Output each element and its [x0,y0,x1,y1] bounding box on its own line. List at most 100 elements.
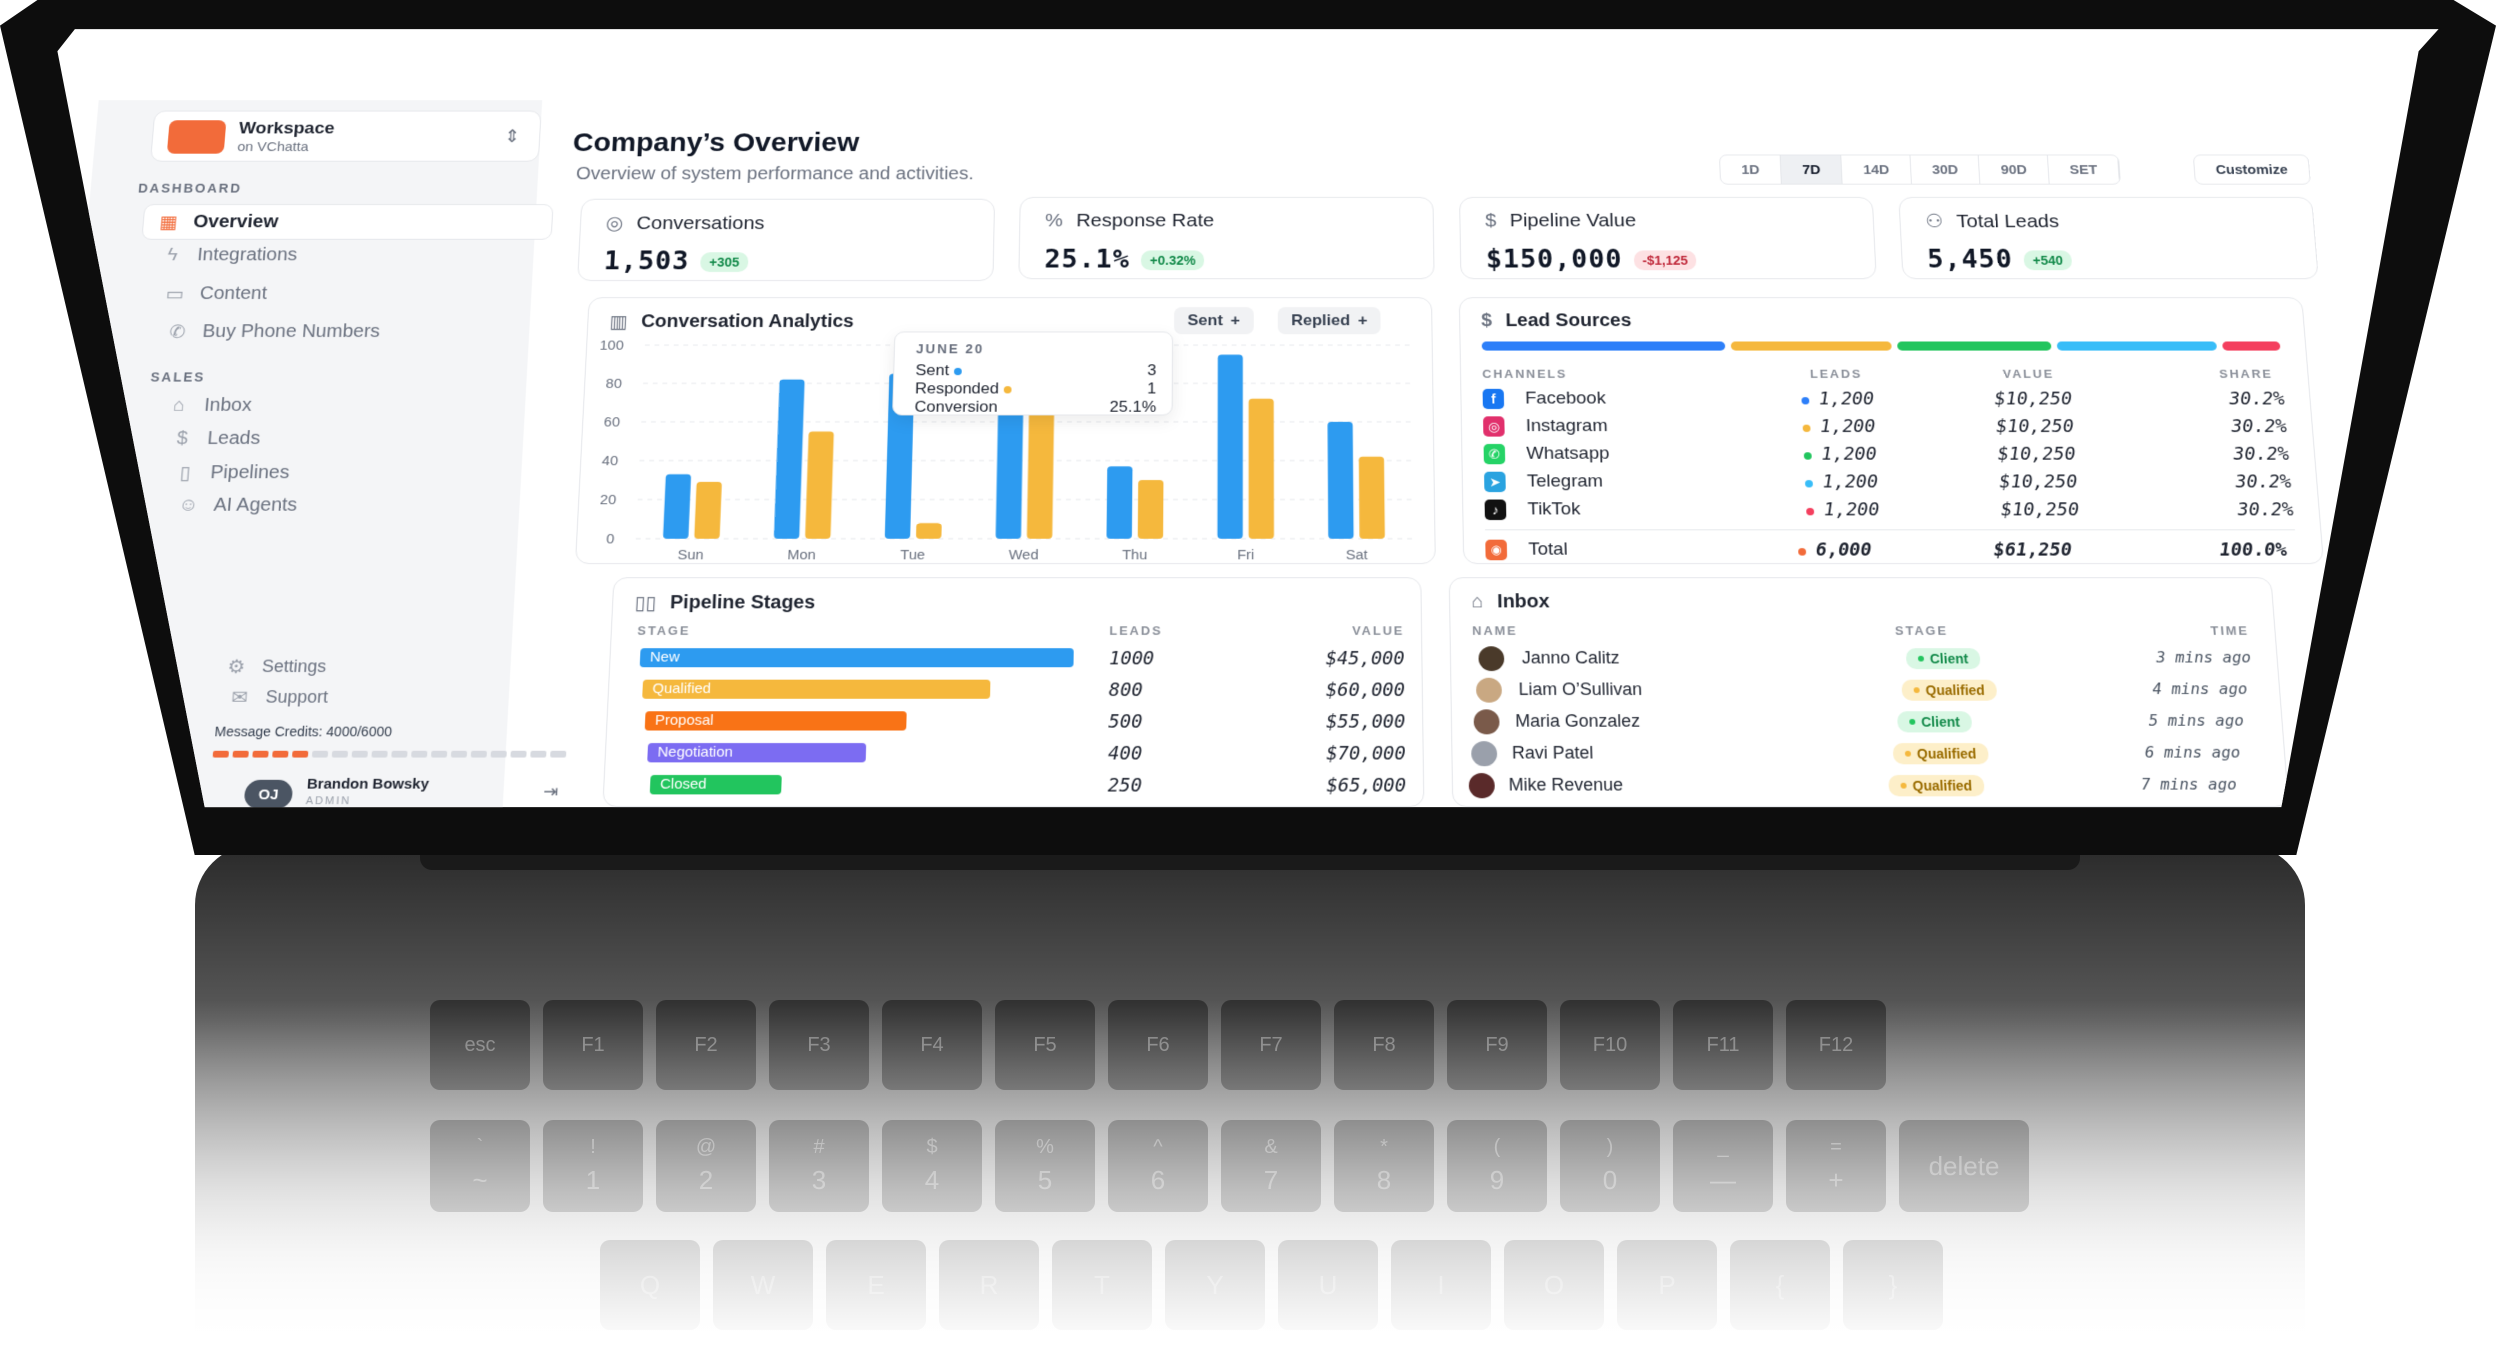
table-row[interactable]: ♪ TikTok 1,200 $10,250 30.2% [1484,496,2294,524]
list-item[interactable]: Mike Revenue Qualified 7 mins ago [1468,769,2272,801]
page-title: Company’s Overview [572,128,860,158]
contact-name: Ravi Patel [1511,743,1594,763]
share-cell: 30.2% [2234,471,2292,493]
sidebar-item-overview[interactable]: ▦ Overview [141,204,554,240]
channel-name: TikTok [1527,499,1581,520]
conversation-bar-chart: 0 20 40 60 80 100 Sun Mon Tue Wed Thu Fri Sat [599,338,1437,564]
leads-cell: 1,200 [1803,444,1877,464]
table-row[interactable]: f Facebook 1,200 $10,250 30.2% [1482,385,2285,412]
stage-bar: Closed [649,774,782,795]
bar-replied-thu[interactable] [1137,480,1164,539]
workspace-name: Workspace [238,119,336,138]
gear-icon: ⚙ [226,656,247,678]
table-row[interactable]: Proposal 500 $55,000 [632,706,1406,738]
kpi-value: 5,450 [1926,244,2014,274]
sidebar-item-inbox[interactable]: ⌂ Inbox [167,395,252,416]
list-item[interactable]: Ravi Patel Qualified 6 mins ago [1471,737,2269,769]
column-header: CHANNELS [1482,366,1568,381]
user-name: Brandon Bowsky [306,775,430,793]
stage-cell: Qualified [1901,679,1998,701]
credit-segment [331,750,349,758]
total-icon: ◉ [1485,539,1508,561]
sidebar-item-support[interactable]: ✉ Support [227,685,329,709]
list-item[interactable]: Janno Calitz Client 3 mins ago [1472,642,2262,673]
workspace-switcher[interactable]: Workspace on VChatta ⇕ [150,110,542,162]
column-header: SHARE [2218,366,2274,381]
leads-cell: 1,200 [1806,500,1880,520]
table-row[interactable]: Closed 250 $65,000 [629,769,1406,801]
y-tick-label: 80 [605,377,622,392]
credits-bar [212,745,580,762]
bar-replied-sun[interactable] [694,481,722,539]
table-row[interactable]: ➤ Telegram 1,200 $10,250 30.2% [1484,468,2292,496]
tooltip-row: Sent 3 [915,361,1157,379]
bar-sent-fri[interactable] [1217,354,1243,539]
range-1d[interactable]: 1D [1719,155,1782,184]
inbox-icon: ⌂ [1471,591,1484,613]
table-row[interactable]: ✆ Whatsapp 1,200 $10,250 30.2% [1483,440,2290,468]
sidebar-item-content[interactable]: ▭ Content [163,283,268,306]
logout-icon[interactable]: ⇥ [542,781,559,802]
stage-cell: Qualified [1892,743,1989,765]
bar-replied-tue[interactable] [915,523,942,539]
column-header: LEADS [1809,366,1863,381]
phone-icon: ✆ [168,322,187,343]
total-value: $61,250 [1993,539,2073,561]
tooltip-date: JUNE 20 [915,341,985,357]
contact-name: Janno Calitz [1521,648,1620,668]
table-row[interactable]: New 1000 $45,000 [635,642,1405,673]
range-14d[interactable]: 14D [1841,155,1912,184]
share-bar [1481,341,2281,351]
sidebar-item-pipelines[interactable]: ▯ Pipelines [173,462,291,485]
bar-replied-wed[interactable] [1026,412,1055,539]
x-tick-label: Tue [900,548,925,564]
credit-segment [430,750,448,758]
bar-replied-mon[interactable] [805,431,834,539]
channel-name: Facebook [1524,388,1607,409]
list-item[interactable]: Liam O’Sullivan Qualified 4 mins ago [1473,674,2265,706]
message-credits: Message Credits: 4000/6000 [212,724,581,763]
contact-name: Maria Gonzalez [1515,711,1641,731]
bar-sent-thu[interactable] [1106,466,1133,539]
range-7d[interactable]: 7D [1780,155,1843,184]
kpi-conversations: ◎ Conversations 1,503 +305 [577,198,996,281]
range-30d[interactable]: 30D [1910,155,1981,184]
sidebar-item-ai-agents[interactable]: ☺ AI Agents [177,494,298,516]
sidebar-item-integrations[interactable]: ϟ Integrations [160,245,298,266]
value-cell: $10,250 [1998,471,2078,493]
table-row[interactable]: Negotiation 400 $70,000 [631,737,1406,769]
bar-replied-sat[interactable] [1358,456,1385,539]
credit-segment [212,750,230,758]
instagram-icon: ◎ [1483,416,1505,437]
share-segment [1730,341,1892,351]
bar-sent-wed[interactable] [995,402,1024,539]
customize-button[interactable]: Customize [2192,154,2311,185]
range-90d[interactable]: 90D [1979,155,2050,184]
sidebar-item-settings[interactable]: ⚙ Settings [224,655,327,679]
kpi-total-leads: ⚇ Total Leads 5,450 +540 [1898,196,2319,280]
credit-segment [450,750,468,758]
contact-name: Liam O’Sullivan [1518,679,1643,699]
time-cell: 6 mins ago [2144,743,2242,762]
share-segment [2056,341,2218,351]
stage-cell: Client [1905,648,1981,670]
bar-replied-fri[interactable] [1248,398,1275,539]
stage-name: Closed [659,775,707,793]
inbox-table: NAME STAGE TIME Janno Calitz Client 3 mins ag… [1468,620,2272,802]
sidebar-item-leads[interactable]: $ Leads [170,428,261,449]
total-leads: 6,000 [1798,540,1872,560]
bar-sent-mon[interactable] [773,379,805,539]
sidebar-item-buy-phone-numbers[interactable]: ✆ Buy Phone Numbers [165,321,381,344]
bar-sent-sun[interactable] [662,474,692,539]
channel-name: Instagram [1525,416,1608,436]
inbox-icon: ⌂ [172,395,186,416]
table-row[interactable]: ◎ Instagram 1,200 $10,250 30.2% [1483,413,2288,441]
range-set[interactable]: SET [2047,155,2121,184]
table-row[interactable]: Qualified 800 $60,000 [634,674,1405,706]
status-badge: Qualified [1901,679,1998,701]
avatar [1478,646,1505,672]
list-item[interactable]: Maria Gonzalez Client 5 mins ago [1473,706,2266,738]
bar-sent-sat[interactable] [1327,421,1354,539]
stage-bar: Qualified [642,679,991,699]
credit-segment [510,750,527,758]
